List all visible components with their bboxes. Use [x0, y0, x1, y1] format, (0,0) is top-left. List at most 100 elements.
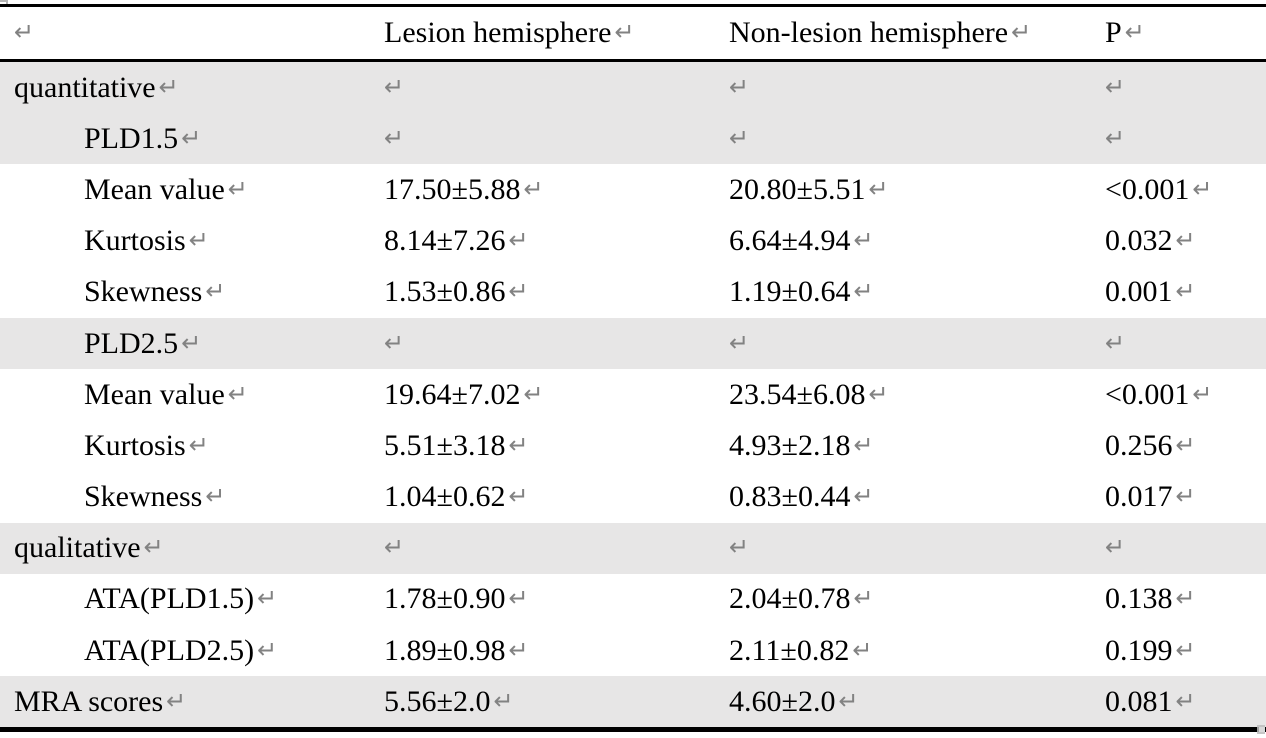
return-mark-icon: ↵ [868, 174, 889, 203]
cell-value: <0.001 [1105, 377, 1190, 411]
cell-p[interactable]: 0.199 ↵ [1105, 634, 1266, 668]
cell-label[interactable]: Skewness ↵ [0, 275, 384, 309]
return-mark-icon: ↵ [508, 226, 529, 255]
cell-nonlesion[interactable]: 4.60±2.0 ↵ [729, 685, 1105, 719]
cell-nonlesion[interactable]: ↵ [729, 122, 1105, 156]
cell-nonlesion[interactable]: 4.93±2.18 ↵ [729, 429, 1105, 463]
cell-p[interactable]: 0.017 ↵ [1105, 480, 1266, 514]
cell-nonlesion[interactable]: ↵ [729, 71, 1105, 105]
cell-p[interactable]: <0.001 ↵ [1105, 173, 1266, 207]
cell-nonlesion[interactable]: 6.64±4.94 ↵ [729, 224, 1105, 258]
cell-nonlesion[interactable]: 0.83±0.44 ↵ [729, 480, 1105, 514]
return-mark-icon: ↵ [1175, 482, 1196, 511]
cell-p[interactable]: <0.001 ↵ [1105, 378, 1266, 412]
return-mark-icon: ↵ [614, 18, 635, 46]
row-label: ATA(PLD1.5) [84, 582, 255, 616]
header-label: Lesion hemisphere [384, 16, 612, 49]
cell-lesion[interactable]: 19.64±7.02 ↵ [384, 378, 729, 412]
header-cell-lesion[interactable]: Lesion hemisphere ↵ [384, 16, 729, 50]
return-mark-icon: ↵ [523, 174, 544, 203]
cell-label[interactable]: ATA(PLD2.5) ↵ [0, 634, 384, 668]
cell-label[interactable]: qualitative ↵ [0, 531, 384, 565]
return-mark-icon: ↵ [1105, 328, 1126, 357]
cell-p[interactable]: ↵ [1105, 327, 1266, 361]
cell-lesion[interactable]: 17.50±5.88 ↵ [384, 173, 729, 207]
cell-value: 23.54±6.08 [729, 377, 866, 411]
return-mark-icon: ↵ [508, 482, 529, 511]
cell-p[interactable]: 0.032 ↵ [1105, 224, 1266, 258]
cell-lesion[interactable]: 1.89±0.98 ↵ [384, 634, 729, 668]
return-mark-icon: ↵ [838, 686, 859, 715]
header-cell-p[interactable]: P ↵ [1105, 16, 1266, 50]
row-label: Mean value [84, 172, 225, 206]
cell-value: 0.081 [1105, 684, 1173, 718]
return-mark-icon: ↵ [729, 328, 750, 357]
cell-value: 0.032 [1105, 224, 1173, 258]
return-mark-icon: ↵ [1192, 379, 1213, 408]
cell-lesion[interactable]: 5.51±3.18 ↵ [384, 429, 729, 463]
cell-nonlesion[interactable]: ↵ [729, 531, 1105, 565]
return-mark-icon: ↵ [227, 379, 248, 408]
cell-label[interactable]: Mean value ↵ [0, 173, 384, 207]
table-row-mean-value-pld15: Mean value ↵ 17.50±5.88 ↵ 20.80±5.51 ↵ <0.0… [0, 164, 1266, 216]
table-row-ata-pld15: ATA(PLD1.5) ↵ 1.78±0.90 ↵ 2.04±0.78 ↵ 0.138… [0, 573, 1266, 626]
cell-lesion[interactable]: 1.04±0.62 ↵ [384, 480, 729, 514]
cell-lesion[interactable]: 8.14±7.26 ↵ [384, 224, 729, 258]
row-label: Skewness [84, 480, 203, 514]
row-label: PLD1.5 [84, 121, 179, 155]
header-cell-nonlesion[interactable]: Non-lesion hemisphere ↵ [729, 16, 1105, 50]
return-mark-icon: ↵ [1175, 686, 1196, 715]
cell-label[interactable]: Mean value ↵ [0, 378, 384, 412]
cell-value: 5.56±2.0 [384, 684, 491, 718]
cell-p[interactable]: ↵ [1105, 71, 1266, 105]
cell-value: 20.80±5.51 [729, 172, 866, 206]
cell-nonlesion[interactable]: 1.19±0.64 ↵ [729, 275, 1105, 309]
cell-lesion[interactable]: 1.53±0.86 ↵ [384, 275, 729, 309]
cell-p[interactable]: 0.001 ↵ [1105, 275, 1266, 309]
cell-nonlesion[interactable]: 2.04±0.78 ↵ [729, 582, 1105, 616]
cell-label[interactable]: Kurtosis ↵ [0, 429, 384, 463]
cell-value: 1.78±0.90 [384, 582, 506, 616]
cell-nonlesion[interactable]: 2.11±0.82 ↵ [729, 634, 1105, 668]
cell-label[interactable]: quantitative ↵ [0, 71, 384, 105]
row-label: quantitative [14, 70, 156, 104]
return-mark-icon: ↵ [508, 635, 529, 664]
return-mark-icon: ↵ [166, 686, 187, 715]
header-cell-blank[interactable]: ↵ [0, 16, 384, 50]
table-row-quantitative: quantitative ↵ ↵ ↵ ↵ [0, 62, 1266, 114]
return-mark-icon: ↵ [1175, 635, 1196, 664]
cell-lesion[interactable]: 1.78±0.90 ↵ [384, 582, 729, 616]
return-mark-icon: ↵ [143, 533, 164, 562]
cell-label[interactable]: PLD1.5 ↵ [0, 122, 384, 156]
cell-lesion[interactable]: ↵ [384, 122, 729, 156]
cell-label[interactable]: Skewness ↵ [0, 480, 384, 514]
cell-lesion[interactable]: ↵ [384, 531, 729, 565]
return-mark-icon: ↵ [508, 584, 529, 613]
cell-nonlesion[interactable]: ↵ [729, 327, 1105, 361]
cell-label[interactable]: Kurtosis ↵ [0, 224, 384, 258]
cell-value: 0.83±0.44 [729, 480, 851, 514]
cell-p[interactable]: ↵ [1105, 122, 1266, 156]
cell-p[interactable]: ↵ [1105, 531, 1266, 565]
cell-value: 6.64±4.94 [729, 224, 851, 258]
cell-value: 19.64±7.02 [384, 377, 521, 411]
cell-label[interactable]: PLD2.5 ↵ [0, 327, 384, 361]
cell-lesion[interactable]: ↵ [384, 71, 729, 105]
return-mark-icon: ↵ [384, 123, 405, 152]
cell-p[interactable]: 0.138 ↵ [1105, 582, 1266, 616]
return-mark-icon: ↵ [158, 72, 179, 101]
cell-label[interactable]: ATA(PLD1.5) ↵ [0, 582, 384, 616]
cell-p[interactable]: 0.256 ↵ [1105, 429, 1266, 463]
cell-nonlesion[interactable]: 20.80±5.51 ↵ [729, 173, 1105, 207]
table-row-mra-scores: MRA scores ↵ 5.56±2.0 ↵ 4.60±2.0 ↵ 0.081 ↵ [0, 676, 1266, 728]
cell-lesion[interactable]: ↵ [384, 327, 729, 361]
cell-lesion[interactable]: 5.56±2.0 ↵ [384, 685, 729, 719]
return-mark-icon: ↵ [508, 277, 529, 306]
return-mark-icon: ↵ [1105, 533, 1126, 562]
cell-nonlesion[interactable]: 23.54±6.08 ↵ [729, 378, 1105, 412]
cell-value: 2.11±0.82 [729, 633, 850, 667]
cell-p[interactable]: 0.081 ↵ [1105, 685, 1266, 719]
cell-label[interactable]: MRA scores ↵ [0, 685, 384, 719]
return-mark-icon: ↵ [853, 226, 874, 255]
